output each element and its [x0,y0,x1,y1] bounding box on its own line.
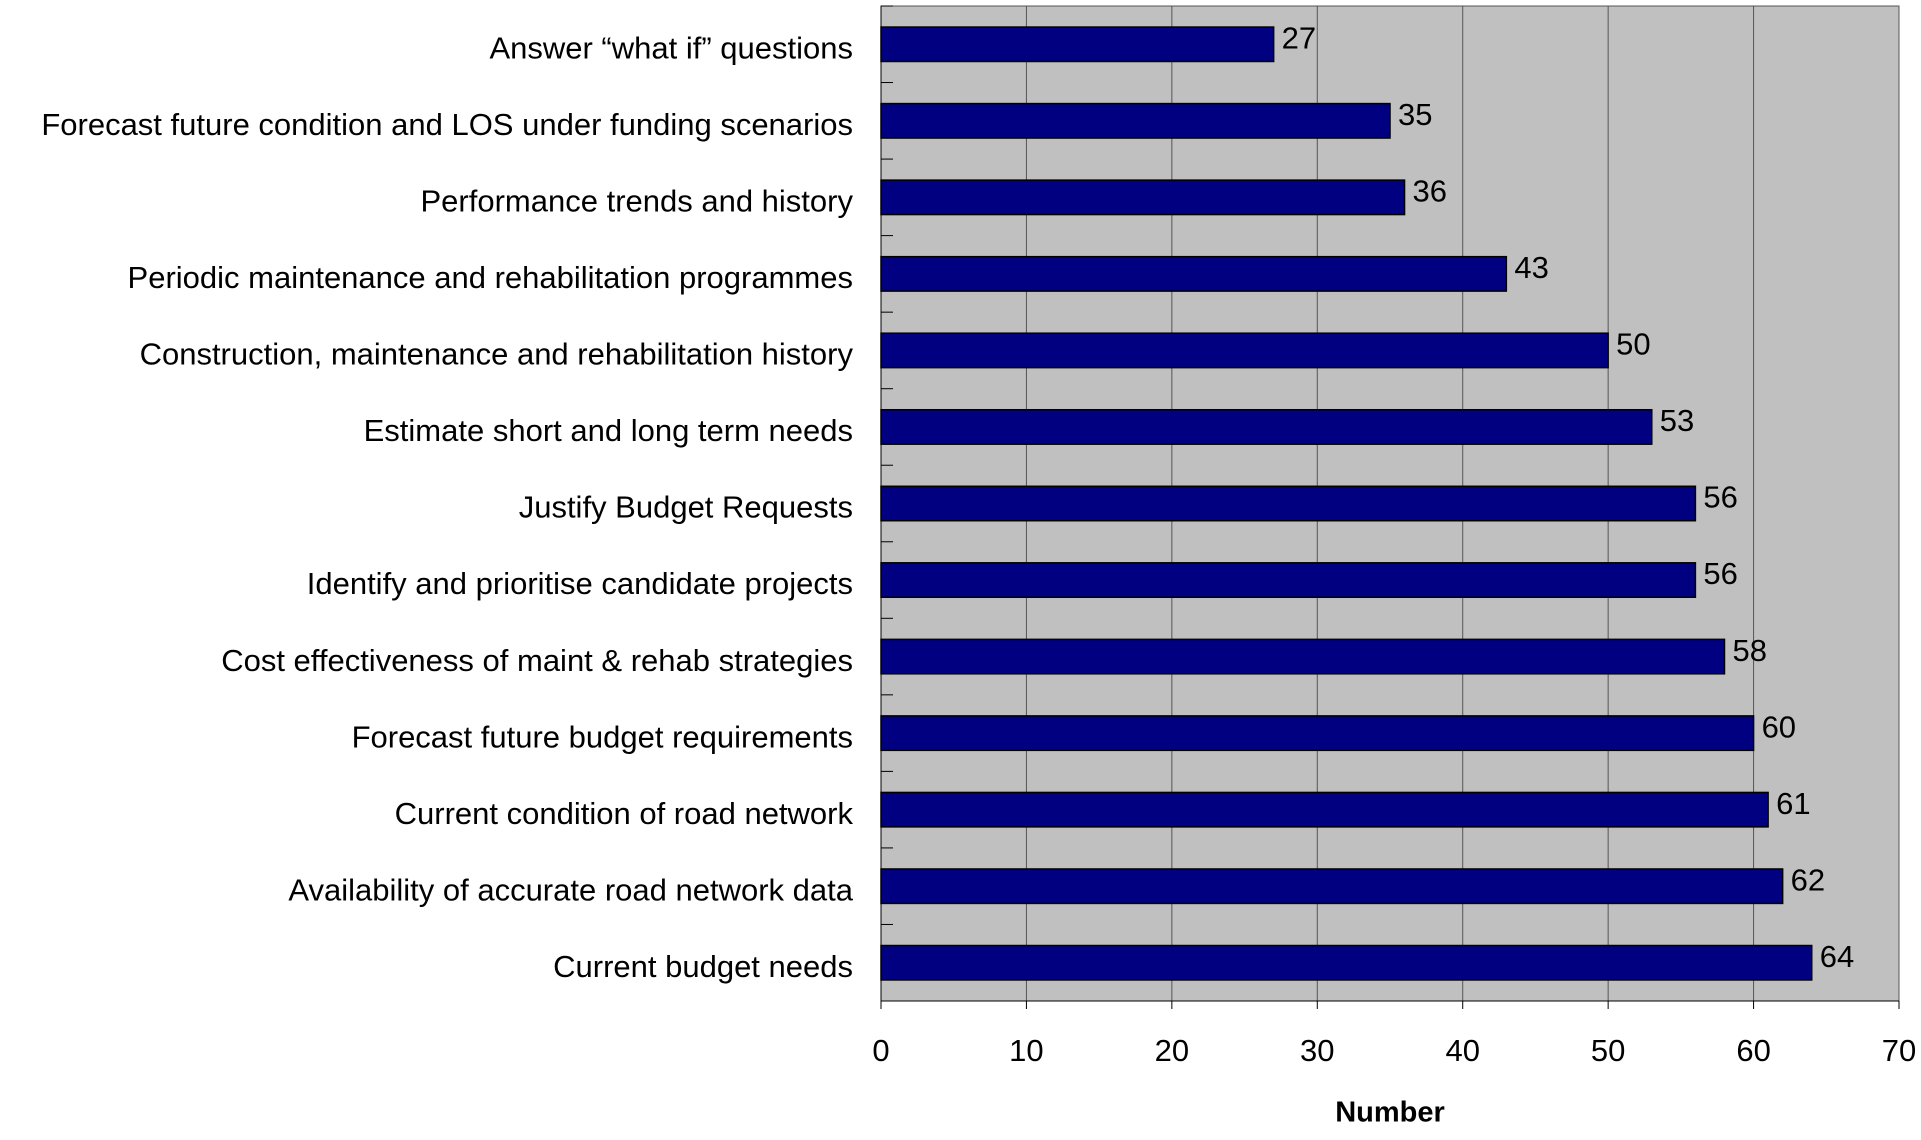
bar [880,562,1697,599]
y-tick-label: Forecast future budget requirements [352,719,853,754]
data-label: 56 [1703,480,1737,515]
data-label: 61 [1776,786,1810,821]
bar [880,791,1769,828]
y-tick-label: Periodic maintenance and rehabilitation … [128,260,853,295]
y-tick-label: Justify Budget Requests [519,490,853,525]
x-tick-label: 20 [1155,1033,1189,1068]
data-label: 27 [1282,20,1316,55]
x-tick-label: 50 [1591,1033,1625,1068]
bar [880,485,1697,522]
y-tick-label: Performance trends and history [421,184,854,219]
x-axis-title: Number [1335,1097,1445,1129]
y-tick-label: Current condition of road network [395,796,854,831]
y-tick-label: Current budget needs [553,949,853,984]
bar [880,102,1391,139]
bar [880,255,1508,292]
data-label: 53 [1660,403,1694,438]
y-tick-label: Availability of accurate road network da… [288,872,853,907]
bar [880,26,1275,63]
data-label: 36 [1413,174,1447,209]
data-label: 35 [1398,97,1432,132]
bar [880,408,1653,445]
data-label: 62 [1791,862,1825,897]
data-label: 56 [1703,556,1737,591]
bar [880,944,1813,981]
data-label: 58 [1732,633,1766,668]
data-label: 43 [1514,250,1548,285]
x-tick-label: 40 [1445,1033,1479,1068]
bar [880,179,1406,216]
y-tick-label: Cost effectiveness of maint & rehab stra… [221,643,853,678]
y-tick-label: Answer “what if” questions [489,30,853,65]
x-tick-label: 0 [872,1033,889,1068]
x-tick-label: 70 [1882,1033,1916,1068]
bar [880,868,1784,905]
data-label: 64 [1820,939,1854,974]
data-label: 60 [1762,709,1796,744]
data-label: 50 [1616,327,1650,362]
x-tick-label: 60 [1736,1033,1770,1068]
bar [880,638,1726,675]
y-tick-label: Forecast future condition and LOS under … [41,107,853,142]
y-tick-label: Construction, maintenance and rehabilita… [140,337,854,372]
y-tick-label: Identify and prioritise candidate projec… [307,566,853,601]
x-tick-label: 30 [1300,1033,1334,1068]
bar [880,715,1755,752]
bar [880,332,1609,369]
y-tick-label: Estimate short and long term needs [364,413,853,448]
x-tick-label: 10 [1009,1033,1043,1068]
